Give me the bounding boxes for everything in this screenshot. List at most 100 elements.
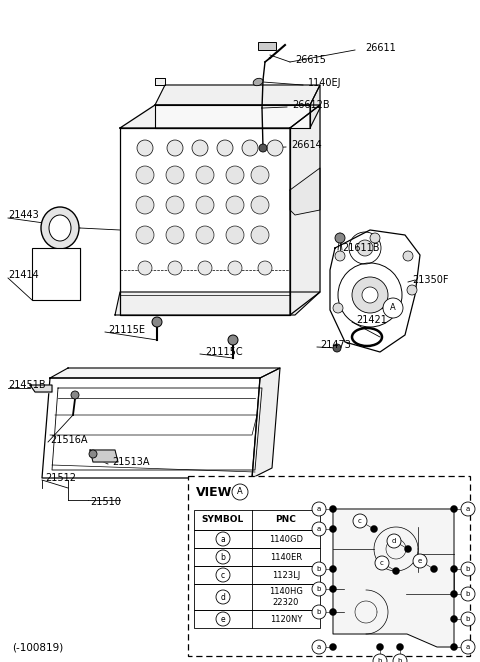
Circle shape bbox=[312, 582, 326, 596]
Circle shape bbox=[216, 532, 230, 546]
Circle shape bbox=[371, 526, 377, 532]
Text: b: b bbox=[466, 566, 470, 572]
Polygon shape bbox=[155, 105, 310, 128]
Circle shape bbox=[168, 261, 182, 275]
Circle shape bbox=[196, 196, 214, 214]
Text: 21421: 21421 bbox=[356, 315, 387, 325]
Circle shape bbox=[461, 502, 475, 516]
Circle shape bbox=[461, 562, 475, 576]
Circle shape bbox=[451, 591, 457, 598]
Circle shape bbox=[335, 251, 345, 261]
Polygon shape bbox=[310, 85, 320, 128]
Circle shape bbox=[251, 166, 269, 184]
Circle shape bbox=[198, 261, 212, 275]
Bar bbox=[32, 248, 80, 300]
Circle shape bbox=[136, 196, 154, 214]
Circle shape bbox=[387, 534, 401, 548]
Text: (-100819): (-100819) bbox=[12, 643, 63, 653]
Polygon shape bbox=[50, 368, 280, 378]
Polygon shape bbox=[155, 85, 320, 105]
Polygon shape bbox=[30, 385, 52, 392]
Circle shape bbox=[329, 608, 336, 616]
Circle shape bbox=[461, 640, 475, 654]
Text: b: b bbox=[221, 553, 226, 561]
Circle shape bbox=[216, 550, 230, 564]
Circle shape bbox=[362, 287, 378, 303]
Circle shape bbox=[451, 616, 457, 622]
Text: d: d bbox=[221, 592, 226, 602]
Text: 21115C: 21115C bbox=[205, 347, 242, 357]
Text: d: d bbox=[392, 538, 396, 544]
Text: 1140GD: 1140GD bbox=[269, 534, 303, 544]
Circle shape bbox=[393, 567, 399, 575]
Text: 1140ER: 1140ER bbox=[270, 553, 302, 561]
Circle shape bbox=[216, 590, 230, 604]
Text: e: e bbox=[418, 558, 422, 564]
Circle shape bbox=[312, 522, 326, 536]
Polygon shape bbox=[120, 128, 290, 315]
Polygon shape bbox=[290, 105, 320, 315]
Text: a: a bbox=[221, 534, 226, 544]
Circle shape bbox=[136, 166, 154, 184]
Text: 21473: 21473 bbox=[320, 340, 351, 350]
Text: 21451B: 21451B bbox=[8, 380, 46, 390]
Circle shape bbox=[136, 226, 154, 244]
Text: 26611: 26611 bbox=[365, 43, 396, 53]
Circle shape bbox=[217, 140, 233, 156]
Text: c: c bbox=[358, 518, 362, 524]
Text: 21510: 21510 bbox=[90, 497, 121, 507]
Text: SYMBOL: SYMBOL bbox=[202, 516, 244, 524]
Circle shape bbox=[329, 526, 336, 532]
Text: a: a bbox=[466, 644, 470, 650]
Circle shape bbox=[461, 612, 475, 626]
Text: 1140HG
22320: 1140HG 22320 bbox=[269, 587, 303, 607]
Circle shape bbox=[312, 562, 326, 576]
Circle shape bbox=[396, 643, 404, 651]
Text: b: b bbox=[317, 586, 321, 592]
Circle shape bbox=[166, 196, 184, 214]
Text: A: A bbox=[237, 487, 243, 496]
Text: 26612B: 26612B bbox=[292, 100, 330, 110]
Circle shape bbox=[166, 226, 184, 244]
Circle shape bbox=[216, 612, 230, 626]
Circle shape bbox=[333, 303, 343, 313]
Text: a: a bbox=[317, 644, 321, 650]
Circle shape bbox=[451, 565, 457, 573]
Text: A: A bbox=[390, 303, 396, 312]
Circle shape bbox=[232, 484, 248, 500]
Text: b: b bbox=[317, 566, 321, 572]
Circle shape bbox=[137, 140, 153, 156]
Circle shape bbox=[242, 140, 258, 156]
Circle shape bbox=[373, 654, 387, 662]
Circle shape bbox=[413, 554, 427, 568]
Polygon shape bbox=[42, 378, 260, 478]
Circle shape bbox=[196, 226, 214, 244]
Polygon shape bbox=[330, 230, 420, 352]
Circle shape bbox=[407, 285, 417, 295]
Circle shape bbox=[226, 226, 244, 244]
Circle shape bbox=[329, 565, 336, 573]
Circle shape bbox=[403, 251, 413, 261]
Circle shape bbox=[451, 643, 457, 651]
Text: 26615: 26615 bbox=[295, 55, 326, 65]
Text: 21443: 21443 bbox=[8, 210, 39, 220]
Text: c: c bbox=[380, 560, 384, 566]
Circle shape bbox=[383, 298, 403, 318]
Polygon shape bbox=[252, 368, 280, 478]
Circle shape bbox=[226, 196, 244, 214]
Bar bbox=[194, 610, 320, 628]
Circle shape bbox=[376, 643, 384, 651]
Text: VIEW: VIEW bbox=[196, 485, 232, 498]
Text: a: a bbox=[317, 506, 321, 512]
Circle shape bbox=[167, 140, 183, 156]
Bar bbox=[194, 566, 320, 584]
Circle shape bbox=[166, 166, 184, 184]
Circle shape bbox=[352, 277, 388, 313]
Text: b: b bbox=[317, 609, 321, 615]
Bar bbox=[194, 548, 320, 566]
Circle shape bbox=[228, 261, 242, 275]
Text: b: b bbox=[466, 591, 470, 597]
Circle shape bbox=[196, 166, 214, 184]
Text: PNC: PNC bbox=[276, 516, 297, 524]
Text: a: a bbox=[466, 506, 470, 512]
